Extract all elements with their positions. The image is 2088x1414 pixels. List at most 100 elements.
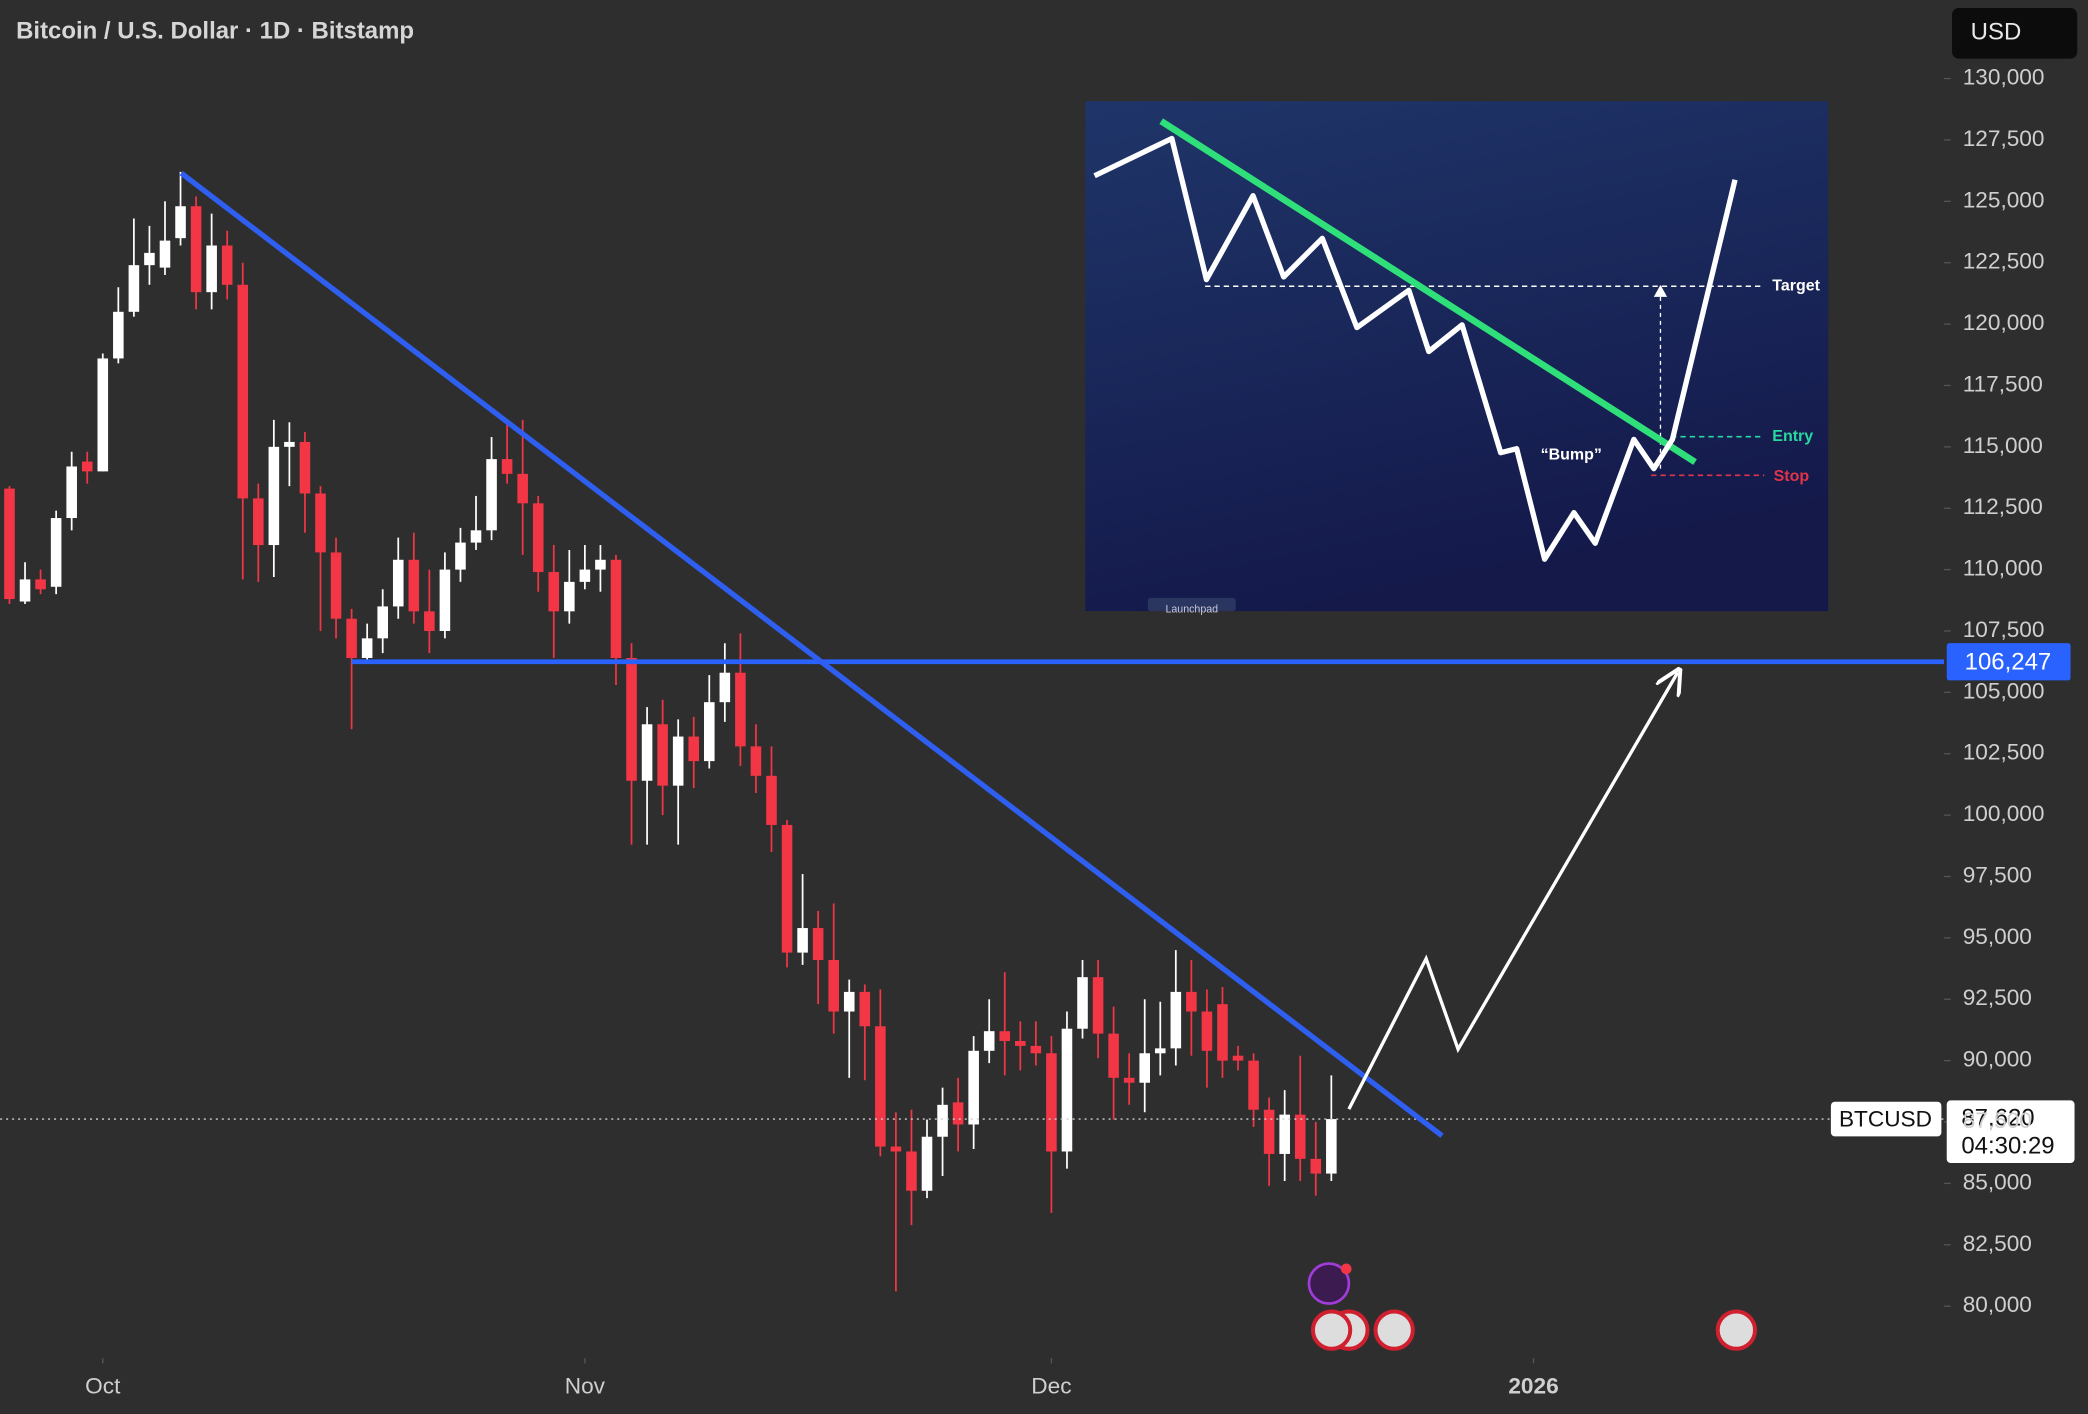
event-icon[interactable] bbox=[1307, 1262, 1351, 1305]
inset-trendline bbox=[1159, 118, 1697, 465]
y-tick-label: 102,500 bbox=[1963, 740, 2045, 765]
candle-body bbox=[517, 473, 528, 504]
candle-body bbox=[859, 991, 871, 1027]
candle-body bbox=[439, 569, 451, 631]
candle-body bbox=[688, 736, 700, 762]
y-tick-label: 127,500 bbox=[1963, 126, 2045, 151]
candle-body bbox=[766, 775, 777, 825]
x-tick-label: 2026 bbox=[1508, 1373, 1558, 1398]
candle-body bbox=[610, 559, 622, 658]
y-tick-label: 117,500 bbox=[1963, 371, 2043, 396]
event-dot bbox=[1340, 1263, 1352, 1275]
candle-body bbox=[1170, 991, 1182, 1049]
x-tick-label: Dec bbox=[1031, 1373, 1071, 1398]
candle-body bbox=[470, 530, 482, 543]
launchpad-label: Launchpad bbox=[1165, 604, 1218, 616]
candle-body bbox=[735, 672, 746, 747]
candle-body bbox=[66, 466, 77, 519]
candle-body bbox=[983, 1031, 995, 1051]
candle-body bbox=[1201, 1011, 1213, 1051]
candle-body bbox=[175, 206, 186, 239]
candle-body bbox=[1186, 991, 1197, 1012]
y-tick-label: 95,000 bbox=[1963, 924, 2032, 949]
bump-label: “Bump” bbox=[1541, 447, 1602, 464]
y-tick-label: 97,500 bbox=[1963, 862, 2032, 887]
candle-body bbox=[315, 493, 326, 553]
candle-body bbox=[1061, 1028, 1073, 1152]
candle-body bbox=[1294, 1114, 1306, 1159]
launchpad-tag bbox=[1147, 597, 1236, 612]
target-arrowhead bbox=[1653, 284, 1668, 297]
symbol-label-box bbox=[1830, 1101, 1942, 1137]
candle-body bbox=[1092, 977, 1104, 1034]
candle-body bbox=[579, 569, 591, 582]
candle-body bbox=[1263, 1109, 1275, 1154]
candle-body bbox=[937, 1104, 948, 1137]
candle-body bbox=[81, 461, 93, 472]
candle-body bbox=[97, 358, 109, 472]
candle-body bbox=[1077, 977, 1088, 1029]
candle-body bbox=[750, 746, 762, 776]
y-tick-label: 120,000 bbox=[1963, 310, 2045, 335]
candle-body bbox=[828, 959, 839, 1012]
chart-title: Bitcoin / U.S. Dollar · 1D · Bitstamp bbox=[16, 17, 414, 44]
y-tick-label: 80,000 bbox=[1963, 1292, 2032, 1317]
event-icons bbox=[1307, 1262, 1757, 1351]
currency-button[interactable] bbox=[1952, 7, 2078, 59]
candle-body bbox=[35, 579, 46, 590]
candle-body bbox=[812, 928, 824, 960]
event-icon[interactable] bbox=[1373, 1309, 1415, 1351]
candle-body bbox=[128, 265, 140, 312]
candle-body bbox=[190, 206, 202, 293]
y-tick-label: 87,500 bbox=[1963, 1108, 2032, 1133]
symbol-label: BTCUSD bbox=[1839, 1106, 1932, 1131]
candle-body bbox=[206, 245, 217, 293]
candle-body bbox=[921, 1136, 933, 1191]
candle-body bbox=[968, 1050, 979, 1125]
y-tick-label: 100,000 bbox=[1963, 801, 2045, 826]
target-label: Target bbox=[1772, 277, 1820, 294]
y-tick-label: 130,000 bbox=[1963, 65, 2045, 90]
event-icon[interactable] bbox=[1715, 1309, 1757, 1351]
candle-body bbox=[237, 284, 249, 499]
candle-body bbox=[113, 311, 124, 359]
y-tick-label: 107,500 bbox=[1963, 617, 2045, 642]
y-tick-label: 92,500 bbox=[1963, 985, 2032, 1010]
candle-body bbox=[1279, 1114, 1290, 1154]
candle-body bbox=[906, 1151, 917, 1191]
candle-body bbox=[1154, 1048, 1166, 1054]
candle-body bbox=[1046, 1053, 1057, 1152]
candle-body bbox=[424, 611, 435, 631]
candle-body bbox=[548, 572, 560, 612]
candle-body bbox=[626, 657, 637, 781]
candle-body bbox=[843, 991, 855, 1012]
level-label: 106,247 bbox=[1965, 648, 2052, 675]
last-price-label: 87,620 bbox=[1961, 1104, 2034, 1131]
y-tick-label: 85,000 bbox=[1963, 1169, 2032, 1194]
candle-body bbox=[501, 459, 513, 474]
y-tick-label: 110,000 bbox=[1963, 556, 2043, 581]
y-tick-label: 115,000 bbox=[1963, 433, 2043, 458]
event-icon[interactable] bbox=[1310, 1309, 1353, 1351]
candle-body bbox=[703, 702, 715, 762]
candle-body bbox=[1326, 1119, 1337, 1174]
candle-body bbox=[952, 1102, 964, 1125]
candle-body bbox=[455, 542, 466, 570]
candle-body bbox=[144, 252, 155, 266]
candle-body bbox=[1123, 1077, 1135, 1083]
candle-body bbox=[719, 672, 731, 703]
y-tick-label: 125,000 bbox=[1963, 187, 2045, 212]
candle-body bbox=[486, 459, 497, 531]
inset-background bbox=[1085, 101, 1829, 612]
level-label-box bbox=[1946, 643, 2071, 681]
candle-body bbox=[408, 559, 420, 612]
currency-label[interactable]: USD bbox=[1971, 19, 2022, 46]
y-tick-label: 112,500 bbox=[1963, 494, 2043, 519]
entry-label: Entry bbox=[1772, 428, 1813, 445]
candle-body bbox=[1232, 1055, 1244, 1061]
candle-body bbox=[641, 724, 653, 781]
candle-body bbox=[392, 559, 404, 607]
candle-body bbox=[1108, 1033, 1119, 1078]
